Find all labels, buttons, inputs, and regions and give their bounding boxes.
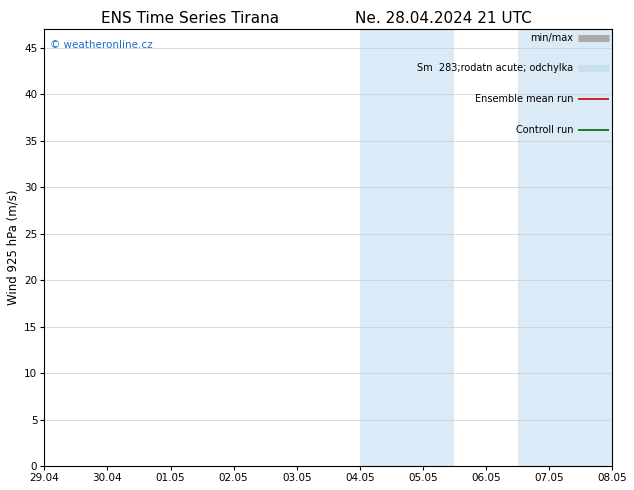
Text: Controll run: Controll run <box>516 124 574 135</box>
Text: Sm  283;rodatn acute; odchylka: Sm 283;rodatn acute; odchylka <box>418 63 574 74</box>
Text: © weatheronline.cz: © weatheronline.cz <box>50 40 153 50</box>
Bar <box>360 29 455 466</box>
Y-axis label: Wind 925 hPa (m/s): Wind 925 hPa (m/s) <box>7 190 20 305</box>
Text: Ne. 28.04.2024 21 UTC: Ne. 28.04.2024 21 UTC <box>356 11 532 26</box>
Text: ENS Time Series Tirana: ENS Time Series Tirana <box>101 11 279 26</box>
Text: Ensemble mean run: Ensemble mean run <box>475 94 574 104</box>
Bar <box>517 29 612 466</box>
Text: min/max: min/max <box>531 33 574 43</box>
